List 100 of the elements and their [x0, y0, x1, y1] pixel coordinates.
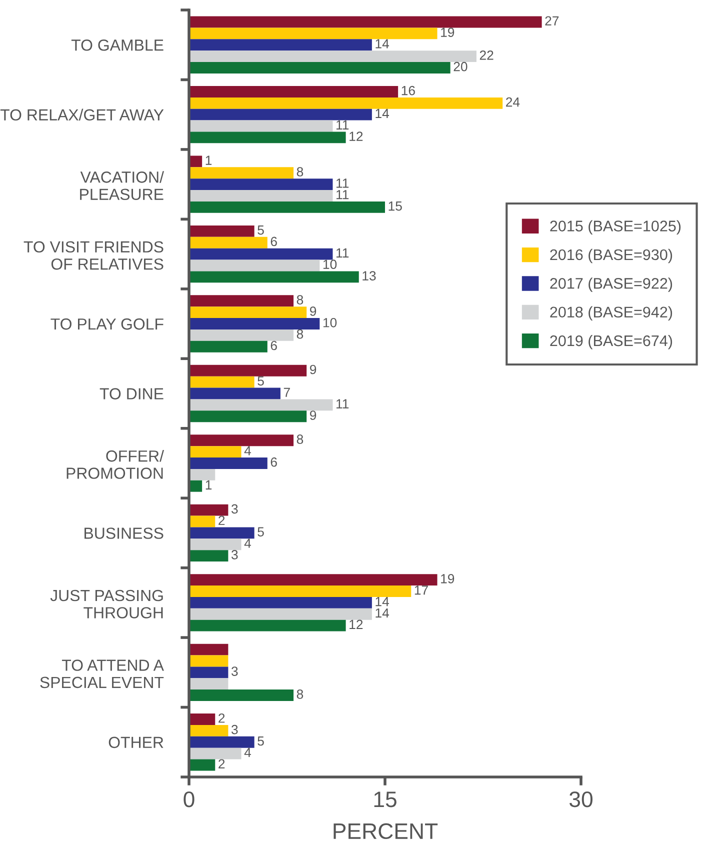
data-label: 14 [376, 608, 389, 618]
data-label: 8 [296, 295, 304, 304]
bar [189, 62, 450, 74]
bar [189, 399, 333, 411]
x-tick-label: 15 [374, 792, 396, 808]
bar [189, 446, 242, 458]
bar [189, 248, 333, 260]
bar [189, 504, 228, 516]
data-label: 14 [376, 108, 389, 118]
data-label: 4 [244, 748, 251, 757]
bar [189, 295, 294, 307]
data-label: 2 [218, 713, 225, 723]
data-label: 15 [388, 202, 402, 211]
data-label: 22 [480, 50, 494, 60]
data-label: 10 [323, 318, 337, 328]
data-label: 4 [244, 538, 251, 548]
data-label: 8 [296, 167, 304, 176]
legend-label: 2016 (BASE=930) [550, 248, 672, 264]
bar [189, 376, 254, 388]
bar [189, 759, 216, 771]
data-label: 19 [441, 574, 454, 584]
legend-label: 2015 (BASE=1025) [550, 220, 681, 234]
bar [189, 655, 228, 667]
legend-label: 2018 (BASE=942) [550, 306, 672, 321]
bar [189, 318, 320, 330]
bar [189, 50, 476, 62]
data-label: 2 [218, 516, 225, 525]
bar [189, 458, 268, 469]
data-label: 5 [258, 736, 264, 746]
data-label: 11 [336, 248, 349, 258]
bar [189, 516, 216, 528]
data-label: 5 [258, 226, 264, 235]
bar [189, 178, 333, 190]
data-label: 17 [414, 586, 428, 595]
data-label: 11 [336, 120, 349, 130]
y-tick-label: TO VISIT FRIENDS OF RELATIVES [24, 241, 164, 270]
data-label: 14 [376, 39, 389, 48]
y-tick-label: BUSINESS [84, 528, 164, 539]
bar [189, 550, 228, 562]
bar [189, 28, 438, 40]
data-label: 7 [284, 388, 290, 397]
data-label: 12 [350, 620, 363, 629]
bar [189, 736, 254, 748]
bar [189, 236, 268, 248]
data-label: 20 [454, 62, 468, 72]
bar [189, 574, 438, 586]
data-label: 5 [258, 527, 264, 536]
data-label: 8 [296, 329, 304, 339]
data-label: 13 [362, 271, 376, 280]
bar [189, 596, 372, 608]
data-label: 10 [323, 260, 337, 270]
bar [189, 201, 385, 213]
y-tick-label: TO GAMBLE [71, 40, 164, 51]
y-tick-label: TO PLAY GOLF [50, 318, 164, 330]
bar [189, 468, 216, 480]
y-tick-label: JUST PASSING THROUGH [50, 590, 163, 618]
bar [189, 132, 346, 144]
data-label: 11 [336, 190, 349, 200]
x-tick-label: 30 [569, 791, 592, 808]
legend-label: 2017 (BASE=922) [550, 278, 672, 292]
data-label: 3 [231, 504, 238, 514]
bar [189, 748, 242, 760]
y-tick-label: TO RELAX/GET AWAY [0, 108, 164, 121]
bar [189, 714, 216, 725]
bar [189, 608, 372, 620]
bar [189, 329, 294, 341]
data-label: 6 [270, 236, 277, 246]
y-tick-label: VACATION/ PLEASURE [80, 171, 164, 200]
bar [189, 724, 228, 736]
data-label: 3 [231, 550, 238, 560]
bar [189, 364, 307, 376]
data-label: 11 [336, 399, 349, 408]
bar [189, 97, 503, 109]
bar [189, 620, 346, 632]
y-tick-label: TO DINE [100, 388, 164, 400]
bar [189, 260, 320, 272]
data-label: 8 [296, 434, 304, 444]
data-label: 9 [310, 364, 316, 374]
data-label: 6 [270, 457, 277, 467]
y-tick-label: TO ATTEND A SPECIAL EVENT [40, 660, 164, 688]
data-label: 6 [270, 340, 277, 350]
data-label: 27 [545, 16, 559, 26]
y-tick-label: OTHER [108, 736, 164, 748]
bar [189, 86, 398, 98]
legend-label: 2019 (BASE=674) [550, 334, 672, 350]
bar [189, 39, 372, 51]
y-tick-label: OFFER/ PROMOTION [66, 450, 164, 479]
data-label: 3 [231, 666, 238, 676]
bar [189, 644, 228, 656]
bar [189, 190, 333, 202]
x-tick-label: 0 [184, 791, 194, 808]
x-axis-title: PERCENT [334, 823, 438, 840]
bar [189, 527, 254, 539]
data-label: 1 [206, 156, 212, 165]
data-label: 2 [218, 759, 225, 768]
bar [189, 120, 333, 132]
data-label: 5 [258, 376, 264, 386]
bar [189, 306, 307, 318]
bar [189, 225, 254, 237]
bar [189, 167, 294, 179]
